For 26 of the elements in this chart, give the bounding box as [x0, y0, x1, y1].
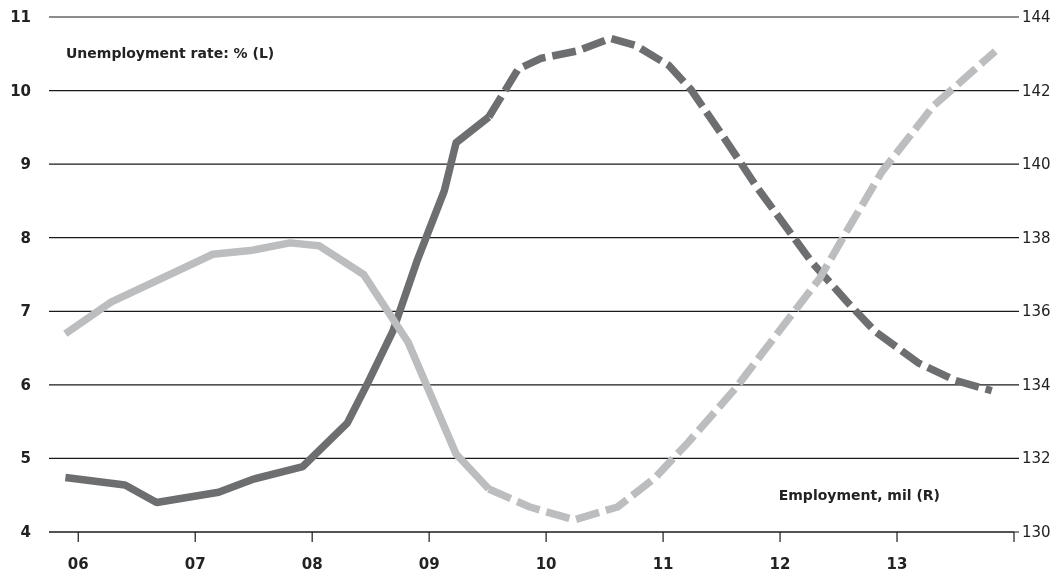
- x-tick-label: 12: [769, 555, 791, 573]
- y2-tick-label: 132: [1022, 449, 1051, 468]
- y-tick-label: 6: [20, 375, 31, 394]
- y2-tick-label: 138: [1022, 228, 1051, 247]
- y-tick-label: 10: [10, 81, 31, 100]
- y2-tick-label: 140: [1022, 155, 1051, 174]
- y2-tick-label: 130: [1022, 523, 1051, 541]
- y-tick-label: 5: [20, 449, 31, 468]
- x-tick-label: 13: [886, 555, 908, 573]
- annotation: Unemployment rate: % (L): [66, 45, 275, 61]
- y2-tick-label: 134: [1022, 375, 1051, 394]
- x-tick-label: 09: [418, 555, 440, 573]
- x-tick-label: 06: [67, 555, 89, 573]
- y2-tick-label: 142: [1022, 81, 1051, 100]
- y-tick-label: 8: [20, 228, 31, 247]
- y-tick-label: 9: [20, 155, 31, 174]
- x-tick-label: 08: [301, 555, 323, 573]
- x-tick-label: 10: [535, 555, 557, 573]
- x-tick-label: 11: [652, 555, 674, 573]
- y-tick-label: 11: [10, 8, 31, 26]
- y2-tick-label: 144: [1022, 8, 1051, 26]
- y-tick-label: 4: [20, 523, 31, 541]
- y2-tick-label: 136: [1022, 302, 1051, 321]
- annotation: Employment, mil (R): [778, 487, 940, 503]
- x-tick-label: 07: [184, 555, 206, 573]
- y-tick-label: 7: [20, 302, 31, 321]
